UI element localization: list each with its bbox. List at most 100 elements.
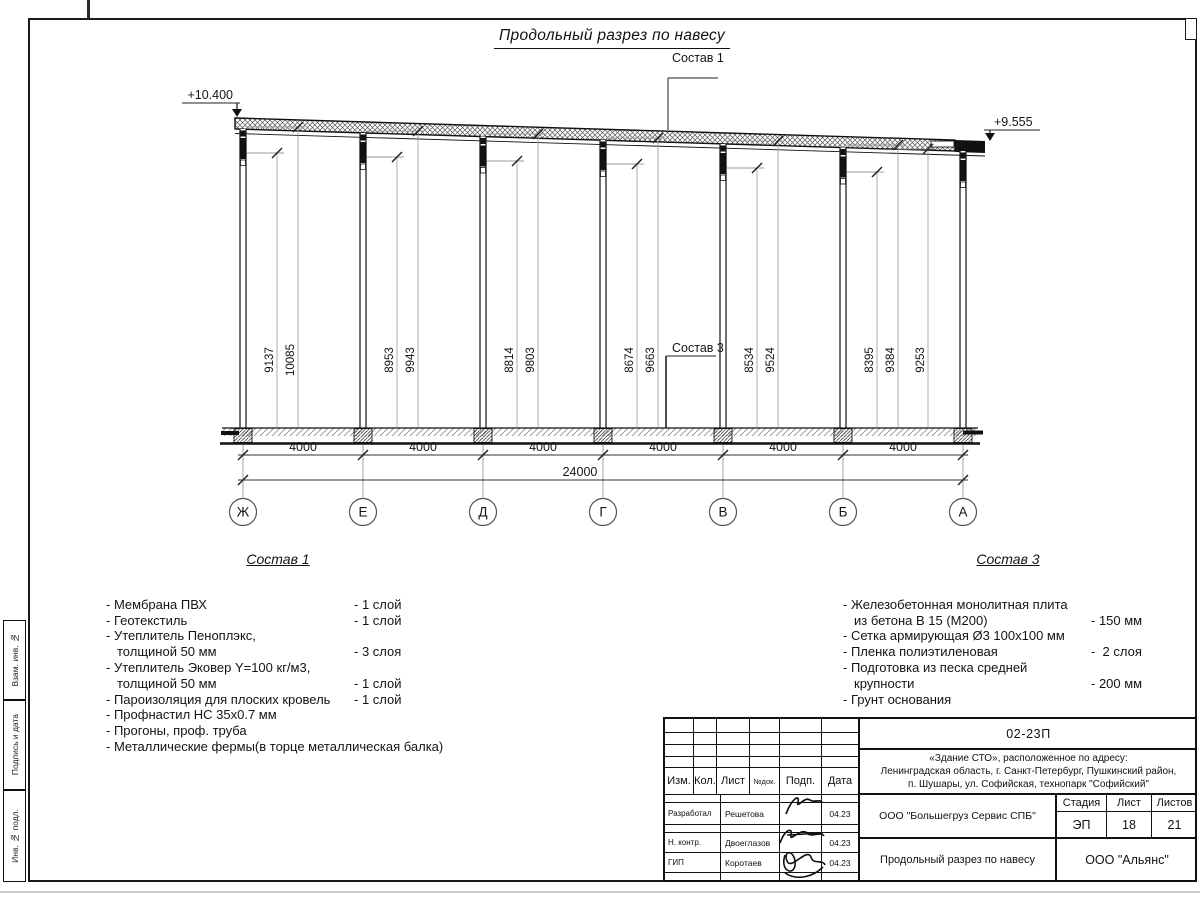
height-dim-label: 8674 xyxy=(624,347,636,373)
grid-axis-label: А xyxy=(958,505,967,520)
height-dim-label: 9663 xyxy=(645,347,657,373)
stage-value: ЭП xyxy=(1057,812,1107,837)
title-block-bottom-row: Продольный разрез по навесу ООО "Альянс" xyxy=(860,839,1197,880)
change-row xyxy=(665,745,858,757)
height-dim-label: 9803 xyxy=(525,347,537,373)
col-list: Лист xyxy=(717,768,750,795)
side-stamp-cell: Взам. инв. № xyxy=(3,620,26,700)
spec-item: крупности - 200 мм xyxy=(854,675,1143,691)
slab-callout-label: Состав 3 xyxy=(672,341,724,355)
height-dimension-group: 8814 9803 xyxy=(487,128,545,427)
roof-end-cap xyxy=(955,140,985,153)
person-name: Двоеглазов xyxy=(721,833,780,853)
stage-label: Стадия xyxy=(1057,795,1107,811)
elevation-mark-left: +10.400 xyxy=(182,88,242,117)
sheet-title: Продольный разрез по навесу xyxy=(860,839,1057,880)
roof-callout: Состав 1 xyxy=(667,51,724,130)
spec-item: - Геотекстиль - 1 слой xyxy=(106,612,402,628)
column xyxy=(479,136,487,428)
footing-pad xyxy=(833,428,853,443)
designer-org: ООО "Альянс" xyxy=(1085,852,1169,867)
height-dimension-group: 8674 9663 xyxy=(607,132,665,427)
sign-date: 04.23 xyxy=(822,853,858,873)
roof-band xyxy=(234,117,986,157)
bay-dim-label: 4000 xyxy=(409,440,437,454)
role-label: Н. контр. xyxy=(665,833,721,853)
height-dim-label: 10085 xyxy=(285,344,297,376)
project-line: «Здание СТО», расположенное по адресу: xyxy=(929,753,1128,764)
column xyxy=(239,129,247,428)
spec-item: - Профнастил НС 35х0.7 мм xyxy=(106,707,277,723)
signature-row: ГИП Коротаев 04.23 xyxy=(665,853,858,873)
role-label: ГИП xyxy=(665,853,721,873)
footing-pad xyxy=(593,428,613,443)
bay-dim-label: 4000 xyxy=(289,440,317,454)
spec-item: толщиной 50 мм - 1 слой xyxy=(117,675,402,691)
bay-dim-label: 4000 xyxy=(529,440,557,454)
bay-dim-label: 4000 xyxy=(889,440,917,454)
sheet-edge-line xyxy=(0,891,1200,893)
height-dim-label: 8814 xyxy=(504,347,516,373)
change-row xyxy=(665,719,858,733)
doc-number: 02-23П xyxy=(860,719,1197,750)
signature-row xyxy=(665,873,858,882)
change-header-row: Изм. Кол. Лист №док. Подп. Дата xyxy=(665,768,858,795)
height-dimension-group: 8395 9384 9253 xyxy=(847,139,935,427)
height-dimension-group: 8953 9943 xyxy=(367,125,425,427)
spec3-title: Состав 3 xyxy=(976,551,1040,567)
spec1-title: Состав 1 xyxy=(246,551,310,567)
sheet-number: 18 xyxy=(1107,812,1152,837)
grid-axis-label: Д xyxy=(478,505,487,520)
spec-item: - Подготовка из песка средней xyxy=(843,659,1028,675)
slab-callout: Состав 3 xyxy=(665,341,724,428)
grid-axis-label: Ж xyxy=(237,505,250,520)
sheet-label: Лист xyxy=(1107,795,1152,811)
corner-stamp-box xyxy=(1185,18,1197,40)
side-stamp-label: Подпись и дата xyxy=(9,714,20,776)
stage-sheet-grid: Стадия Лист Листов ЭП 18 21 xyxy=(1057,795,1197,837)
height-dim-label: 9137 xyxy=(264,347,276,373)
spec-item: из бетона В 15 (М200) - 150 мм xyxy=(854,612,1143,628)
spec-list-sostav3: Состав 3 - Железобетонная монолитная пли… xyxy=(843,551,1183,707)
grid-axis-label: Б xyxy=(839,505,848,520)
col-podp: Подп. xyxy=(780,768,822,795)
project-line: п. Шушары, ул. Софийская, технопарк "Соф… xyxy=(908,779,1149,790)
drawing-title: Продольный разрез по навесу xyxy=(494,27,730,49)
title-block-change-table: Изм. Кол. Лист №док. Подп. Дата Разработ… xyxy=(665,719,860,882)
section-drawing: Состав 1 +10.400 +9.555 xyxy=(182,51,1040,527)
column xyxy=(719,144,727,428)
spec-item: - Грунт основания xyxy=(843,691,952,707)
spec-item: - Прогоны, проф. труба xyxy=(106,723,247,739)
total-dim-label: 24000 xyxy=(563,465,598,479)
grid-axes: Ж Е Д Г В Б А xyxy=(228,497,978,527)
spec-item: - Сетка армирующая Ø3 100х100 мм xyxy=(843,628,1065,644)
footing-pad xyxy=(233,428,253,443)
height-dimension-group: 8534 9524 xyxy=(727,135,785,427)
sign-date: 04.23 xyxy=(822,803,858,825)
change-row xyxy=(665,733,858,745)
height-dim-label: 8534 xyxy=(744,347,756,373)
spec-item: - Мембрана ПВХ - 1 слой xyxy=(106,596,402,612)
signature-row xyxy=(665,795,858,803)
height-dim-label: 9384 xyxy=(885,347,897,373)
ground-slab xyxy=(220,427,983,445)
side-stamp-cell: Инв. № подл. xyxy=(3,790,26,882)
col-izm: Изм. xyxy=(665,768,694,795)
column xyxy=(599,140,607,428)
person-name: Решетова xyxy=(721,803,780,825)
height-dim-label: 9943 xyxy=(405,347,417,373)
fold-mark xyxy=(87,0,90,18)
sheet-frame xyxy=(28,18,1197,882)
bay-dim-label: 4000 xyxy=(769,440,797,454)
grid-axis-label: Е xyxy=(358,505,367,520)
elevation-left-value: +10.400 xyxy=(187,88,233,102)
height-dim-label: 9253 xyxy=(915,347,927,373)
role-label: Разработал xyxy=(665,803,721,825)
change-row xyxy=(665,757,858,768)
side-stamp-label: Инв. № подл. xyxy=(9,809,20,863)
spec-item: - Утеплитель Пеноплэкс, xyxy=(106,628,256,644)
height-dim-label: 8395 xyxy=(864,347,876,373)
spec-item: - Утеплитель Эковер Y=100 кг/м3, xyxy=(106,659,311,675)
spec-list-sostav1: Состав 1 - Мембрана ПВХ - 1 слой - Геотек… xyxy=(106,551,466,755)
column xyxy=(839,147,847,428)
